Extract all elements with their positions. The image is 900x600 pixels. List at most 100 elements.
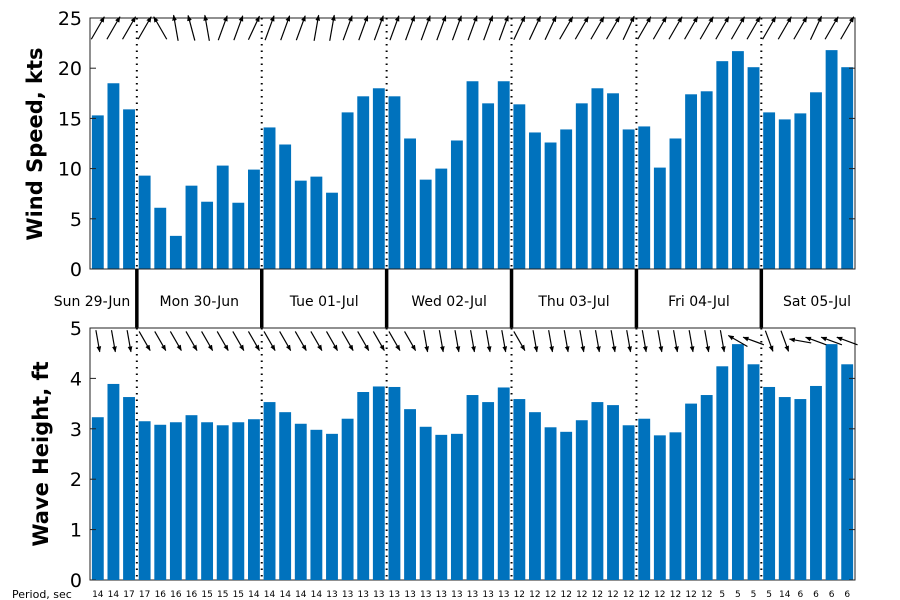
wave-direction-arrow <box>310 331 323 352</box>
period-value: 17 <box>123 590 134 600</box>
wind-tick-label: 5 <box>70 209 82 231</box>
wave-bar <box>466 395 479 580</box>
wave-direction-arrow <box>325 331 339 352</box>
wind-direction-arrow <box>187 14 196 41</box>
wave-bar <box>154 424 167 580</box>
period-value: 14 <box>264 590 276 600</box>
wind-bar <box>216 165 229 269</box>
wind-direction-arrow <box>809 15 823 41</box>
wave-tick-label: 0 <box>70 570 82 592</box>
wind-bar <box>326 192 338 269</box>
period-value: 12 <box>685 590 696 600</box>
wave-direction-arrow <box>594 330 601 353</box>
wave-direction-arrow <box>263 331 276 352</box>
wind-direction-arrow <box>389 15 400 41</box>
wave-direction-arrow <box>341 331 354 352</box>
wave-direction-arrow <box>201 331 214 352</box>
wind-bar <box>763 112 776 269</box>
period-value: 14 <box>295 590 307 600</box>
wave-bar <box>326 433 338 580</box>
day-label: Thu 03-Jul <box>537 294 609 310</box>
wave-bar <box>716 366 729 580</box>
wave-bar <box>404 409 416 580</box>
wind-bar <box>794 113 807 269</box>
wave-direction-arrow <box>641 330 648 353</box>
wave-direction-arrow <box>404 331 417 352</box>
wave-bar <box>435 434 448 580</box>
period-value: 14 <box>108 590 120 600</box>
wind-direction-arrow <box>498 15 509 41</box>
wind-direction-arrow <box>313 14 321 41</box>
period-value: 12 <box>638 590 649 600</box>
wave-direction-arrow <box>388 331 401 352</box>
wave-direction-arrow <box>780 330 790 352</box>
wave-bar <box>248 419 260 580</box>
day-label: Mon 30-Jun <box>160 294 240 310</box>
wind-direction-arrow <box>420 15 431 41</box>
period-value: 13 <box>498 590 509 600</box>
period-value: 13 <box>389 590 400 600</box>
wave-direction-arrow <box>532 330 539 353</box>
wind-direction-arrow <box>574 16 589 40</box>
wave-bar <box>419 426 432 580</box>
wind-direction-arrow <box>467 15 478 41</box>
wave-bar <box>544 427 557 580</box>
wave-bar <box>622 425 635 580</box>
wind-direction-arrow <box>730 16 745 40</box>
wind-direction-arrow <box>699 16 714 40</box>
period-value: 14 <box>92 590 104 600</box>
wind-direction-arrow <box>451 15 462 41</box>
wind-direction-arrow <box>264 15 275 41</box>
wind-bar <box>778 119 791 270</box>
wave-direction-arrow <box>563 330 570 353</box>
wind-direction-arrow <box>793 16 808 40</box>
period-value: 12 <box>654 590 665 600</box>
wind-direction-arrow <box>203 14 210 41</box>
wave-direction-arrow <box>372 331 385 352</box>
wind-bar <box>591 88 604 269</box>
period-label: Period, sec <box>12 588 72 600</box>
wind-bar <box>513 104 526 269</box>
wind-bar <box>544 142 557 269</box>
wave-bar <box>810 385 822 580</box>
wind-direction-arrow <box>715 16 730 40</box>
wave-bar <box>763 386 776 580</box>
period-value: 14 <box>279 590 291 600</box>
wind-bar <box>169 235 182 269</box>
wave-direction-arrow <box>688 330 695 353</box>
wind-bar <box>685 94 698 269</box>
wind-bar <box>138 175 151 269</box>
wave-direction-arrow <box>788 337 812 344</box>
wind-bar <box>482 103 495 269</box>
wave-direction-arrow <box>672 330 679 353</box>
period-value: 5 <box>766 590 772 600</box>
wave-bar <box>372 386 385 580</box>
wind-bar <box>560 129 573 269</box>
wave-direction-arrow <box>513 331 526 352</box>
wind-bar <box>450 140 463 269</box>
wave-bar <box>653 435 666 580</box>
day-label: Tue 01-Jul <box>289 294 359 310</box>
wave-bar <box>560 431 573 580</box>
wind-bar <box>185 185 198 269</box>
wind-bar <box>357 96 370 269</box>
wind-direction-arrow <box>122 16 137 40</box>
wind-tick-label: 20 <box>58 58 82 80</box>
wind-direction-arrow <box>217 15 228 41</box>
wind-bar <box>575 103 588 269</box>
wave-direction-arrow <box>438 330 445 353</box>
period-value: 15 <box>201 590 212 600</box>
period-value: 6 <box>829 590 835 600</box>
wind-bar <box>91 115 104 269</box>
wave-bar <box>575 420 588 580</box>
day-label-strip: Sun 29-Jun Mon 30-Jun Tue 01-Jul Wed 02-Jul… <box>54 268 855 329</box>
wind-bar <box>529 132 541 269</box>
period-value: 13 <box>420 590 431 600</box>
period-value: 13 <box>373 590 384 600</box>
period-value: 16 <box>155 590 167 600</box>
period-value: 13 <box>467 590 478 600</box>
wind-bar <box>123 109 135 269</box>
period-value: 13 <box>342 590 353 600</box>
period-value: 12 <box>545 590 556 600</box>
wave-direction-arrow <box>138 331 151 352</box>
